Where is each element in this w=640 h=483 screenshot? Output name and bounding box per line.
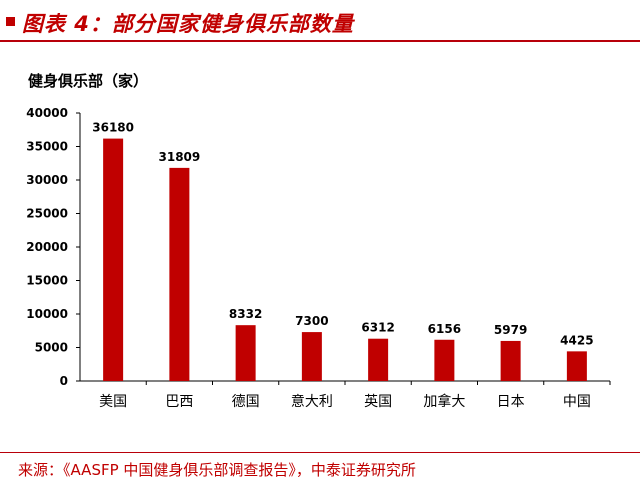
bar (566, 351, 587, 381)
x-tick-label: 加拿大 (423, 393, 465, 410)
y-tick-label: 10000 (26, 307, 68, 321)
y-tick-label: 15000 (26, 274, 68, 288)
x-tick-label: 英国 (364, 393, 392, 410)
bar-chart: 健身俱乐部（家） 0 5000 10000 15000 20000 25000 30000 35… (26, 72, 611, 410)
data-label: 6156 (428, 322, 461, 336)
y-tick-label: 0 (60, 374, 68, 388)
x-tick-label: 意大利 (291, 393, 333, 410)
data-label: 36180 (92, 121, 134, 135)
source-note: 来源：《AASFP 中国健身俱乐部调查报告》，中泰证券研究所 (18, 461, 416, 479)
data-label: 7300 (295, 314, 328, 328)
y-tick-label: 25000 (26, 207, 68, 221)
bar (235, 325, 256, 381)
bar (500, 340, 521, 381)
data-label: 4425 (560, 333, 593, 347)
y-tick-label: 30000 (26, 173, 68, 187)
x-tick-label: 德国 (232, 394, 260, 410)
y-axis-label: 健身俱乐部（家） (28, 72, 148, 90)
bar (434, 339, 455, 381)
y-tick-label: 5000 (35, 341, 68, 355)
bar (103, 138, 124, 381)
data-label: 6312 (361, 321, 394, 335)
bar (301, 332, 322, 381)
x-tick-label: 日本 (497, 394, 525, 410)
y-tick-label: 40000 (26, 106, 68, 120)
data-label: 31809 (159, 150, 201, 164)
square-bullet-icon (6, 17, 15, 26)
figure-title-bar: 图表 4：部分国家健身俱乐部数量 (0, 6, 640, 42)
figure-title: 图表 4：部分国家健身俱乐部数量 (22, 12, 354, 36)
source-bar: 来源：《AASFP 中国健身俱乐部调查报告》，中泰证券研究所 (0, 452, 640, 483)
x-tick-label: 美国 (99, 394, 127, 410)
x-tick-label: 巴西 (165, 394, 193, 410)
data-label: 5979 (494, 323, 527, 337)
data-label: 8332 (229, 307, 262, 321)
y-tick-label: 20000 (26, 240, 68, 254)
x-tick-label: 中国 (563, 394, 591, 410)
bar (169, 167, 190, 381)
y-tick-label: 35000 (26, 140, 68, 154)
bar (368, 338, 389, 381)
